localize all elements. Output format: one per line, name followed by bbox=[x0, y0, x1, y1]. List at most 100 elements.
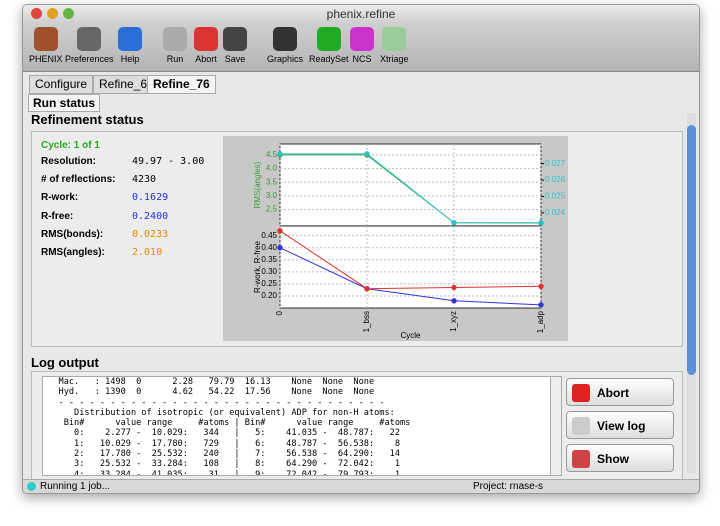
x-tick-label: 1_xyz bbox=[449, 311, 458, 332]
point bbox=[538, 302, 544, 308]
scrollbar[interactable] bbox=[687, 113, 696, 473]
toolbar-button[interactable]: NCS bbox=[350, 27, 374, 64]
y-tick-label: 0.35 bbox=[261, 255, 277, 264]
scroll-thumb[interactable] bbox=[687, 125, 696, 375]
point bbox=[451, 284, 457, 291]
y-tick-label: 2.5 bbox=[266, 205, 278, 214]
button[interactable]: Show graphics bbox=[566, 444, 674, 493]
icon bbox=[163, 27, 187, 51]
icon bbox=[33, 27, 58, 51]
section-title: Log output bbox=[31, 355, 99, 370]
stat-label: R-free: bbox=[41, 210, 74, 222]
toolbar-button[interactable]: Save bbox=[223, 27, 247, 64]
toolbar-button[interactable]: Help bbox=[118, 27, 142, 64]
point bbox=[277, 228, 283, 234]
toolbar-label: Abort bbox=[195, 54, 217, 64]
tab[interactable]: Refine_76 bbox=[147, 75, 216, 94]
point bbox=[538, 220, 544, 226]
axes bbox=[279, 143, 542, 227]
x-tick-label: 1_adp bbox=[536, 310, 545, 333]
y-tick-label: 0.40 bbox=[261, 243, 277, 252]
log-line: 2: 17.780 - 25.532: 240 | 7: 56.538 - 64… bbox=[43, 449, 400, 460]
title-bar: phenix.refine bbox=[23, 5, 699, 23]
cycle-label: Cycle: 1 of 1 bbox=[41, 140, 100, 151]
toolbar-button[interactable]: PHENIX bbox=[29, 27, 63, 64]
toolbar-label: Help bbox=[120, 54, 140, 64]
section-title: Refinement status bbox=[31, 112, 144, 127]
y-axis-label: RMS(angles) bbox=[253, 161, 262, 208]
close-button[interactable] bbox=[31, 8, 42, 19]
y2-tick-label: 0.027 bbox=[545, 159, 566, 168]
toolbar-label: ReadySet bbox=[309, 54, 349, 64]
status-bar: Running 1 job... Project: rnase-s bbox=[23, 479, 699, 493]
point bbox=[277, 245, 283, 251]
y-tick-label: 3.0 bbox=[266, 191, 278, 200]
log-panel: Mac. : 1498 0 2.28 79.79 16.13 None None… bbox=[31, 371, 683, 493]
tab[interactable]: Configure bbox=[29, 75, 94, 94]
y-axis-label: R-work, R-free bbox=[253, 240, 262, 293]
stat-label: RMS(angles): bbox=[41, 247, 105, 258]
stat-label: Resolution: bbox=[41, 156, 96, 167]
x-tick-label: 1_bss bbox=[362, 311, 371, 332]
log-line: 4: 33.284 - 41.035: 31 | 9: 72.042 - 79.… bbox=[43, 469, 400, 476]
icon bbox=[316, 27, 341, 51]
icon bbox=[572, 450, 590, 468]
stat-label: # of reflections: bbox=[41, 174, 116, 186]
stat-value: 4230 bbox=[132, 174, 157, 186]
stat-label: RMS(bonds): bbox=[41, 228, 104, 240]
y-tick-label: 0.45 bbox=[261, 231, 277, 240]
point bbox=[364, 286, 370, 292]
toolbar-label: NCS bbox=[352, 54, 372, 64]
icon bbox=[118, 27, 142, 51]
toolbar-button[interactable]: ReadySet bbox=[309, 27, 349, 64]
scrollbar[interactable] bbox=[550, 376, 562, 476]
series-line bbox=[279, 230, 542, 290]
toolbar-button[interactable]: Xtriage bbox=[380, 27, 409, 64]
y2-tick-label: 0.025 bbox=[545, 192, 566, 201]
point bbox=[538, 283, 544, 289]
log-line: Mac. : 1498 0 2.28 79.79 16.13 None None… bbox=[43, 377, 375, 387]
icon bbox=[350, 27, 374, 51]
status-icon bbox=[27, 482, 36, 491]
y-tick-label: 0.30 bbox=[261, 267, 277, 276]
subtab[interactable]: Run status bbox=[28, 94, 101, 112]
point bbox=[451, 298, 457, 304]
zoom-button[interactable] bbox=[63, 8, 74, 19]
button-label: Abort bbox=[597, 386, 629, 400]
y2-tick-label: 0.024 bbox=[545, 208, 566, 217]
toolbar-label: Save bbox=[224, 54, 246, 64]
point bbox=[364, 151, 370, 157]
stat-value: 0.0233 bbox=[132, 228, 169, 240]
toolbar-label: Graphics bbox=[267, 54, 304, 64]
y-tick-label: 4.5 bbox=[266, 150, 278, 159]
log-line: 1: 10.029 - 17.780: 729 | 6: 48.787 - 56… bbox=[43, 438, 400, 449]
toolbar-button[interactable]: Abort bbox=[194, 27, 218, 64]
stat-value: 0.1629 bbox=[132, 192, 169, 204]
refinement-panel: Cycle: 1 of 1 Resolution: 49.97 - 3.00 # o… bbox=[31, 131, 683, 347]
log-line: 0: 2.277 - 10.029: 344 | 5: 41.035 - 48.… bbox=[43, 428, 400, 439]
y-tick-label: 0.20 bbox=[261, 291, 277, 300]
series-line bbox=[279, 247, 542, 306]
button[interactable]: Abort bbox=[566, 378, 674, 406]
series-line bbox=[280, 153, 541, 224]
x-axis-label: Cycle bbox=[400, 331, 421, 340]
stat-value: 0.2400 bbox=[132, 210, 169, 222]
project-label: Project: rnase-s bbox=[473, 481, 544, 492]
y-tick-label: 0.25 bbox=[261, 279, 277, 288]
log-line: 3: 25.532 - 33.284: 108 | 8: 64.290 - 72… bbox=[43, 459, 400, 470]
tab[interactable]: Refine_69 bbox=[93, 75, 160, 94]
toolbar-button[interactable]: Graphics bbox=[267, 27, 303, 64]
stat-value: 49.97 - 3.00 bbox=[132, 156, 205, 167]
minimize-button[interactable] bbox=[47, 8, 58, 19]
icon bbox=[223, 27, 247, 51]
toolbar-label: Preferences bbox=[65, 54, 114, 64]
toolbar-button[interactable]: Preferences bbox=[65, 27, 114, 64]
point bbox=[451, 220, 457, 226]
status-message: Running 1 job... bbox=[40, 481, 111, 492]
icon bbox=[572, 384, 590, 402]
y2-tick-label: 0.026 bbox=[545, 175, 566, 184]
plot: 3.0 3.5 4.0 4.5 2.5 0.024 0.025 0.026 0.027 RMS(a… bbox=[223, 136, 568, 341]
toolbar-button[interactable]: Run bbox=[163, 27, 187, 64]
icon bbox=[194, 27, 218, 51]
button[interactable]: View log bbox=[566, 411, 674, 439]
